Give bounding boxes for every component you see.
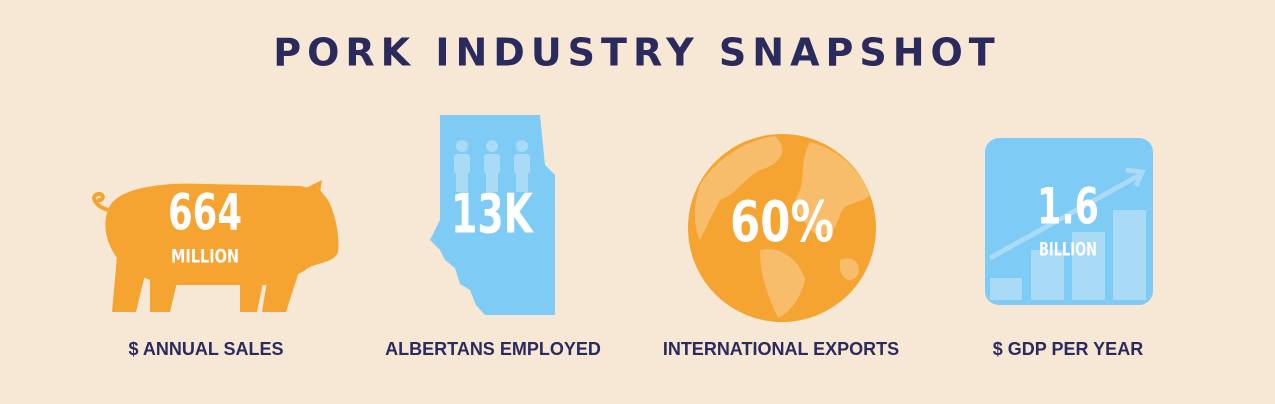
globe-icon	[688, 134, 876, 322]
stat-value: 1.6	[1037, 178, 1099, 236]
stat-caption: INTERNATIONAL EXPORTS	[663, 339, 899, 359]
stat-unit: MILLION	[171, 246, 239, 268]
stat-value: 60%	[730, 190, 834, 255]
stat-value: 664	[168, 184, 242, 242]
stat-caption: ALBERTANS EMPLOYED	[385, 339, 601, 359]
stat-unit: BILLION	[1039, 239, 1097, 261]
stat-value: 13K	[451, 183, 535, 246]
people-icon	[454, 140, 530, 192]
stat-caption: $ GDP PER YEAR	[993, 339, 1143, 359]
pig-icon	[92, 180, 339, 312]
title: PORK INDUSTRY SNAPSHOT	[273, 31, 1000, 75]
stat-caption: $ ANNUAL SALES	[128, 339, 283, 359]
gdp-icon	[985, 138, 1153, 305]
